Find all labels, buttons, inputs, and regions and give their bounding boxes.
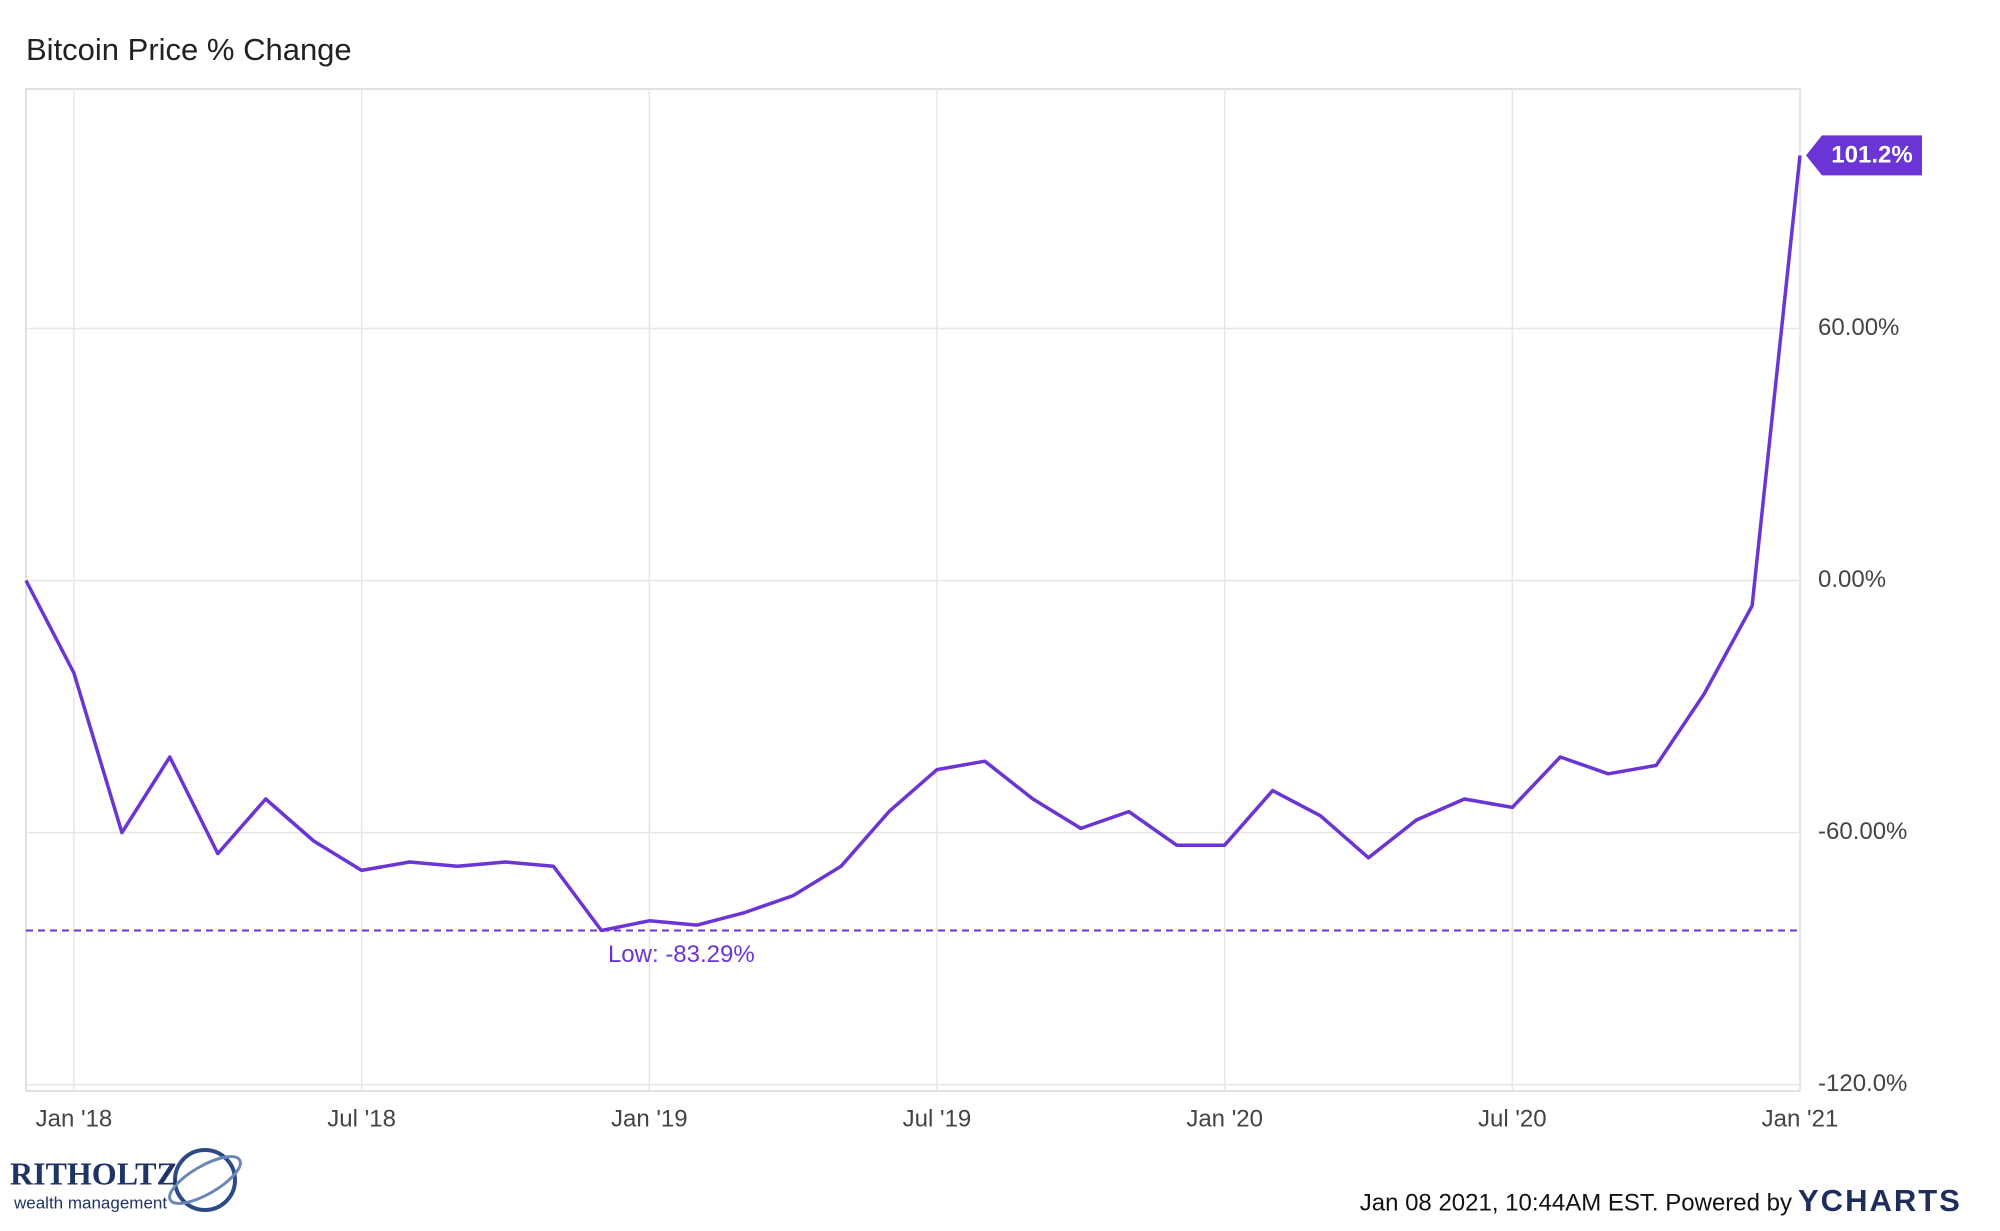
footer-brand: YCHARTS: [1798, 1183, 1962, 1218]
x-tick-label: Jul '20: [1478, 1105, 1547, 1132]
value-label-box: [1806, 135, 1922, 176]
logo: RITHOLTZ wealth management: [10, 1148, 242, 1212]
plot-frame: [25, 88, 1801, 1092]
price-line: [24, 155, 1802, 933]
logo-emblem: [173, 1148, 237, 1212]
x-tick-label: Jul '18: [327, 1105, 396, 1132]
y-tick-label: 0.00%: [1818, 566, 1886, 593]
x-tick-label: Jan '20: [1186, 1105, 1263, 1132]
logo-text: RITHOLTZ: [10, 1155, 178, 1191]
y-tick-label: 60.00%: [1818, 314, 1899, 341]
value-label: 101.2%: [1806, 135, 1922, 176]
x-tick-label: Jan '21: [1762, 1105, 1839, 1132]
x-tick-label: Jul '19: [903, 1105, 972, 1132]
y-tick-label: -60.00%: [1818, 818, 1907, 845]
logo-subtext: wealth management: [13, 1193, 167, 1212]
logo-swirl: [168, 1155, 242, 1205]
chart-title: Bitcoin Price % Change: [26, 32, 352, 67]
low-label: Low: -83.29%: [608, 941, 755, 968]
y-tick-label: -120.0%: [1818, 1070, 1907, 1097]
x-tick-label: Jan '19: [611, 1105, 688, 1132]
footer-timestamp: Jan 08 2021, 10:44AM EST. Powered by: [1360, 1189, 1792, 1216]
x-tick-label: Jan '18: [36, 1105, 113, 1132]
value-label-text: 101.2%: [1831, 142, 1912, 169]
